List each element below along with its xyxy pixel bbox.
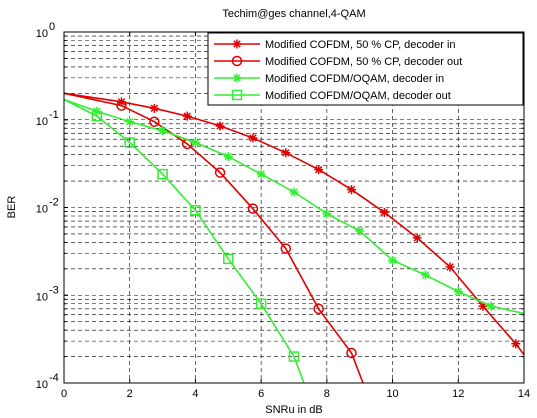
data-point	[124, 137, 135, 148]
data-point	[313, 303, 324, 315]
legend-item: Modified COFDM/OQAM, decoder out	[214, 89, 451, 102]
series-line	[64, 98, 305, 383]
legend-label: Modified COFDM/OQAM, decoder in	[265, 73, 444, 85]
data-point	[149, 116, 160, 127]
x-tick-label: 8	[324, 388, 330, 400]
data-point	[231, 55, 243, 67]
data-point	[379, 207, 389, 217]
data-point	[478, 301, 488, 311]
data-point	[280, 243, 292, 254]
data-point	[453, 287, 463, 297]
data-point	[158, 126, 168, 136]
x-tick-label: 10	[386, 388, 398, 400]
legend-label: Modified COFDM/OQAM, decoder out	[265, 90, 451, 102]
series-line	[64, 92, 364, 383]
data-point	[288, 351, 300, 362]
data-point	[231, 89, 243, 101]
data-point	[215, 121, 225, 131]
data-point	[511, 339, 521, 349]
x-tick-label: 12	[452, 388, 464, 400]
data-point	[214, 167, 226, 178]
legend: Modified COFDM, 50 % CP, decoder in Modif…	[207, 32, 524, 106]
x-tick-label: 6	[258, 388, 264, 400]
data-point	[256, 169, 266, 179]
series-layer	[64, 92, 524, 383]
x-tick-label: 0	[61, 388, 67, 400]
series-2	[64, 92, 364, 383]
chart-title: Techim@ges channel,4-QAM	[222, 8, 365, 20]
data-point	[125, 117, 135, 127]
data-point	[322, 209, 332, 219]
data-point	[255, 298, 267, 310]
x-axis-label: SNRu in dB	[265, 404, 322, 416]
data-point	[157, 168, 168, 180]
y-tick-exponent: -3	[49, 284, 59, 296]
data-point	[281, 148, 291, 158]
y-tick-label: 10	[36, 28, 48, 40]
data-point	[420, 270, 430, 280]
y-tick-label: 10	[36, 291, 48, 303]
data-point	[190, 138, 200, 148]
y-axis-label: BER	[6, 196, 18, 219]
y-tick-label: 10	[36, 204, 48, 216]
data-point	[248, 133, 258, 143]
legend-label: Modified COFDM, 50 % CP, decoder in	[265, 39, 456, 51]
y-tick-exponent: 0	[49, 21, 55, 33]
data-point	[412, 233, 422, 243]
y-tick-exponent: -2	[49, 197, 59, 209]
data-point	[247, 203, 259, 214]
series-4	[64, 98, 305, 383]
y-tick-label: 10	[36, 379, 48, 391]
legend-item: Modified COFDM, 50 % CP, decoder out	[214, 55, 462, 68]
y-tick-exponent: -4	[49, 372, 59, 384]
legend-label: Modified COFDM, 50 % CP, decoder out	[265, 56, 462, 68]
data-point	[116, 100, 127, 111]
data-point	[232, 39, 242, 49]
x-tick-label: 4	[192, 388, 198, 400]
x-tick-label: 2	[127, 388, 133, 400]
data-point	[182, 111, 192, 121]
data-point	[346, 347, 357, 359]
legend-box	[207, 32, 524, 106]
legend-item: Modified COFDM/OQAM, decoder in	[214, 73, 444, 85]
data-point	[486, 301, 496, 311]
data-point	[289, 187, 299, 197]
x-tick-label: 14	[518, 388, 530, 400]
y-tick-exponent: -1	[49, 109, 59, 121]
data-point	[355, 226, 365, 236]
data-point	[149, 103, 159, 113]
data-point	[223, 152, 233, 162]
data-point	[388, 255, 398, 265]
data-point	[91, 110, 103, 122]
data-point	[232, 73, 242, 83]
legend-item: Modified COFDM, 50 % CP, decoder in	[214, 39, 456, 51]
data-point	[223, 253, 234, 265]
data-point	[314, 165, 324, 175]
data-point	[445, 262, 455, 272]
y-tick-label: 10	[36, 116, 48, 128]
data-point	[190, 205, 201, 216]
data-point	[347, 185, 356, 195]
